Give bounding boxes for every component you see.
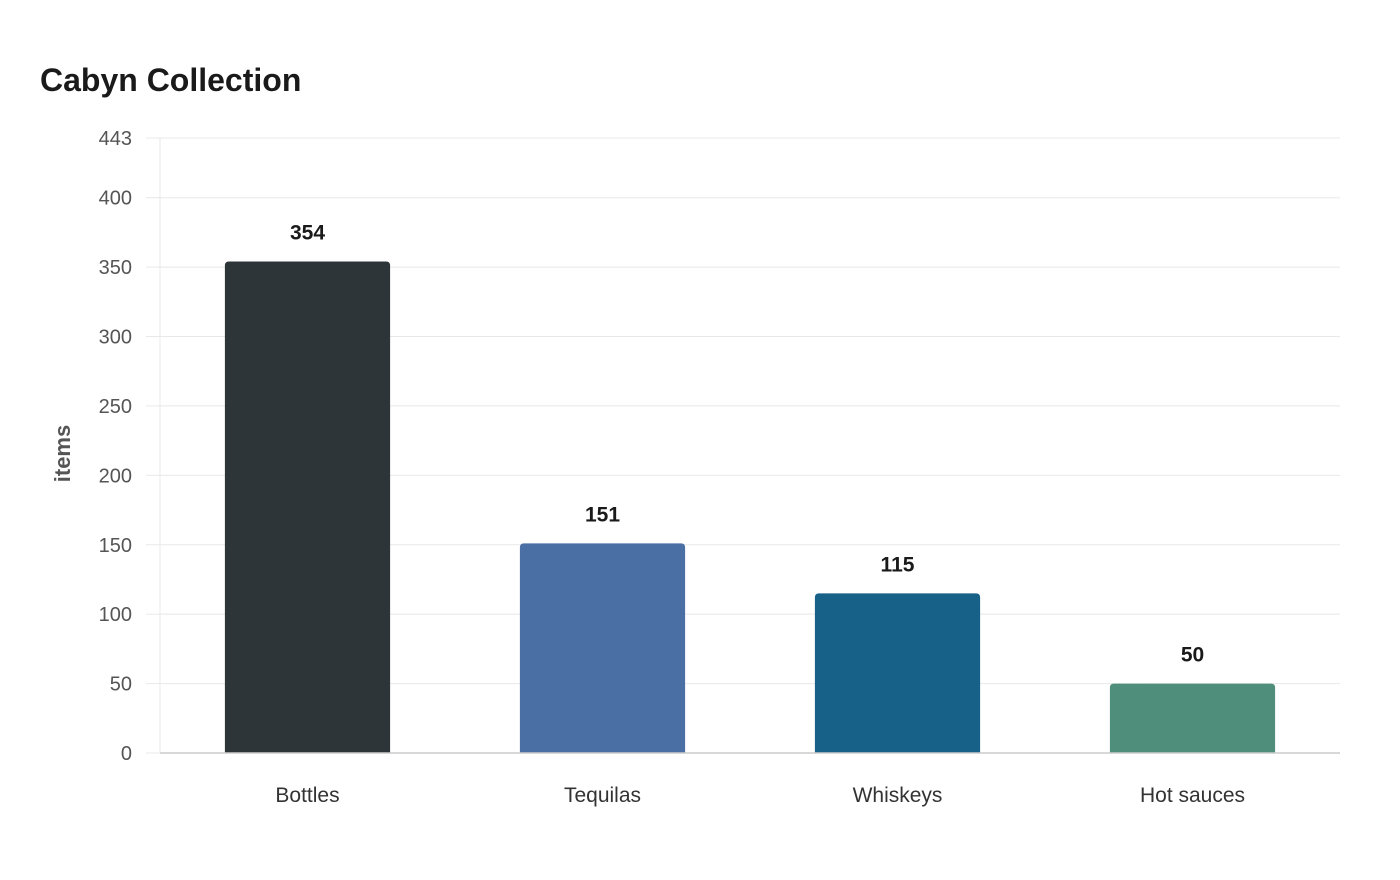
- value-labels: 354 151 115 50: [290, 222, 1204, 667]
- bar: [519, 543, 686, 753]
- bar: [224, 261, 391, 753]
- y-tick-label: 250: [99, 396, 132, 418]
- bar-value-label: 50: [1181, 644, 1204, 667]
- y-tick-label: 400: [99, 188, 132, 210]
- x-tick-label: Tequilas: [564, 784, 641, 807]
- y-tick-label: 0: [121, 743, 132, 765]
- bar-value-label: 354: [290, 222, 325, 245]
- y-tick-label: 200: [99, 465, 132, 487]
- x-tick-label: Hot sauces: [1140, 784, 1245, 807]
- bar: [1109, 683, 1276, 753]
- bar-value-label: 151: [585, 503, 620, 526]
- y-tick-label: 443: [99, 128, 132, 150]
- y-tick-label: 300: [99, 327, 132, 349]
- y-tick-label: 350: [99, 257, 132, 279]
- chart-title: Cabyn Collection: [40, 62, 302, 98]
- y-axis-title: items: [50, 425, 75, 482]
- bar-value-label: 115: [881, 553, 915, 576]
- x-tick-label: Bottles: [275, 784, 339, 807]
- bar: [814, 593, 981, 753]
- x-tick-label: Whiskeys: [853, 784, 943, 807]
- y-axis-ticks: 0 50 100 150 200 250 300 350 400 443: [99, 128, 160, 765]
- y-tick-label: 150: [99, 535, 132, 557]
- bars: [224, 261, 1276, 753]
- y-tick-label: 100: [99, 604, 132, 626]
- y-tick-label: 50: [110, 674, 132, 696]
- x-axis-ticks: Bottles Tequilas Whiskeys Hot sauces: [275, 784, 1245, 807]
